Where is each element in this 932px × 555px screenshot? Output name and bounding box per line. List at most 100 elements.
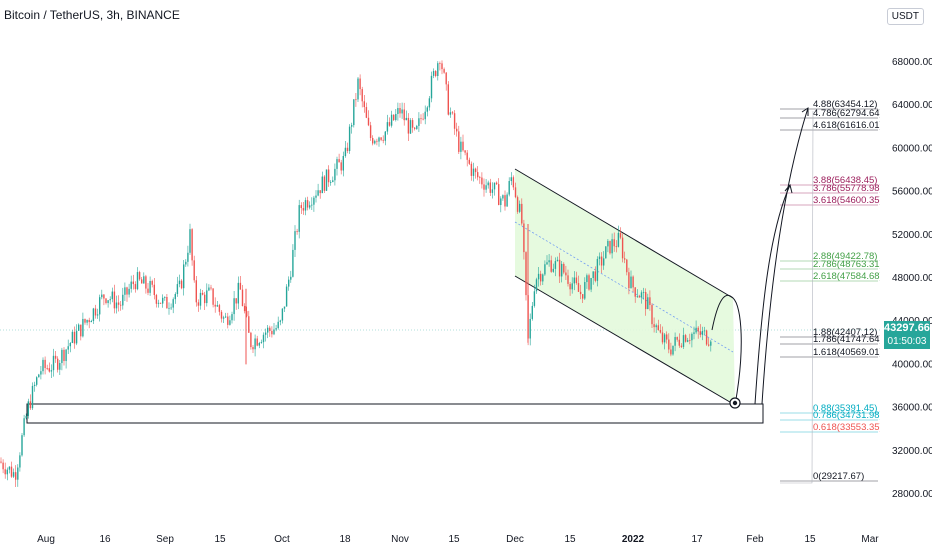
candle — [590, 277, 592, 293]
currency-button[interactable]: USDT — [886, 8, 924, 25]
candle-body — [113, 291, 116, 309]
candle — [138, 270, 141, 281]
candle-body — [306, 200, 309, 208]
candle-body — [311, 204, 313, 206]
candle — [67, 339, 69, 355]
candle-body — [239, 282, 242, 290]
candle — [363, 94, 365, 113]
candle-body — [355, 99, 357, 101]
candle-body — [384, 131, 386, 141]
candle-body — [65, 349, 67, 362]
candle-body — [321, 176, 323, 194]
candle — [351, 122, 353, 134]
candle — [241, 284, 244, 307]
candle — [216, 301, 218, 307]
candle — [540, 270, 542, 286]
candle-body — [57, 358, 59, 370]
candle — [334, 163, 336, 186]
eye-pupil — [732, 400, 738, 406]
candle-body — [174, 294, 176, 300]
candle-body — [590, 278, 592, 290]
candle-body — [680, 345, 683, 347]
candle-body — [107, 300, 109, 304]
candle — [126, 286, 128, 302]
candle — [626, 258, 628, 276]
candle — [414, 126, 416, 131]
candle-body — [540, 273, 542, 282]
candle — [693, 326, 695, 340]
candle-body — [290, 276, 292, 280]
candle — [621, 233, 624, 263]
candle-body — [445, 72, 447, 85]
candle-body — [372, 137, 374, 144]
candle-body — [336, 159, 338, 169]
candle — [630, 270, 632, 289]
candle — [594, 266, 596, 283]
candle — [504, 190, 506, 211]
candle — [472, 162, 475, 182]
candle — [401, 102, 403, 119]
candle — [168, 302, 170, 315]
candle-body — [193, 260, 195, 281]
candle — [48, 362, 50, 373]
candle — [262, 332, 265, 349]
candle-body — [33, 384, 36, 386]
candle-body — [15, 472, 17, 480]
candle — [365, 102, 368, 119]
candle-body — [342, 156, 344, 171]
candle — [708, 337, 710, 347]
candle-body — [571, 283, 573, 290]
candle — [69, 342, 71, 353]
fib-label: 1.786(41747.64) — [813, 334, 883, 345]
candle — [521, 198, 523, 226]
candle — [90, 319, 92, 323]
candle-body — [367, 117, 370, 126]
candle-body — [617, 232, 620, 247]
candle-body — [19, 455, 21, 468]
candle-body — [447, 84, 449, 115]
candle-body — [514, 187, 517, 198]
candle — [447, 81, 449, 116]
candle — [311, 197, 313, 210]
time-axis — [0, 528, 932, 550]
candle — [556, 256, 559, 262]
candle — [92, 307, 95, 325]
candle-body — [577, 283, 580, 292]
candle — [29, 394, 32, 411]
candle-body — [378, 137, 380, 142]
candle — [548, 253, 550, 267]
candle — [21, 433, 23, 457]
symbol-title[interactable]: Bitcoin / TetherUS, 3h, BINANCE — [4, 8, 180, 22]
candle — [271, 326, 273, 338]
candle — [495, 181, 498, 186]
candle-body — [120, 304, 122, 306]
candle-body — [655, 325, 657, 328]
candle — [678, 333, 680, 348]
candle — [166, 294, 168, 309]
candle — [416, 124, 418, 130]
candle — [701, 326, 704, 341]
candle-body — [90, 320, 92, 323]
candle — [609, 240, 611, 255]
candle — [159, 302, 162, 304]
candle — [302, 202, 305, 215]
candle — [432, 68, 435, 79]
candle — [525, 251, 527, 301]
candle-body — [313, 197, 315, 205]
candle-body — [401, 109, 403, 114]
candle-body — [250, 332, 252, 348]
candle-body — [6, 469, 8, 475]
candle-body — [582, 294, 584, 299]
candle — [71, 329, 74, 344]
candle — [409, 118, 412, 135]
candle-body — [4, 469, 6, 475]
candle-body — [561, 263, 563, 277]
candle-body — [29, 401, 32, 409]
candle — [237, 276, 239, 310]
candle-body — [241, 289, 244, 306]
candle — [225, 312, 227, 319]
candle — [502, 194, 504, 201]
candle — [405, 110, 407, 121]
